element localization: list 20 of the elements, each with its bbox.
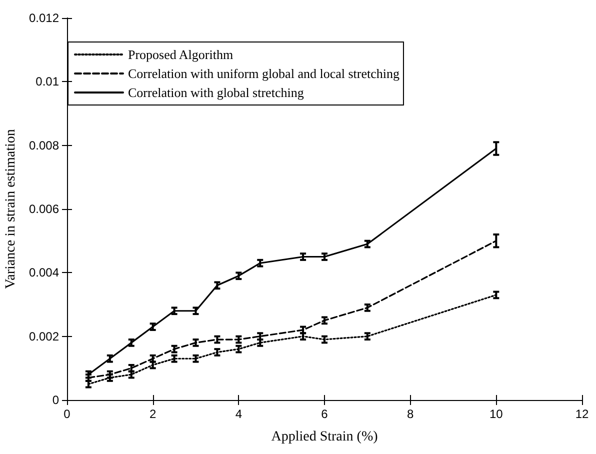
y-tick-label: 0.012 bbox=[28, 11, 60, 25]
x-axis-title: Applied Strain (%) bbox=[271, 430, 378, 444]
line-series bbox=[88, 294, 497, 385]
y-tick-label: 0 bbox=[52, 393, 60, 407]
y-tick-label: 0.008 bbox=[28, 138, 60, 152]
legend-label: Correlation with global stretching bbox=[128, 85, 304, 100]
y-tick-label: 0.006 bbox=[28, 202, 60, 216]
y-tick-label: 0.004 bbox=[28, 266, 60, 280]
legend-label: Proposed Algorithm bbox=[128, 47, 234, 62]
x-tick-label: 6 bbox=[321, 407, 328, 421]
y-tick-label: 0.002 bbox=[28, 329, 60, 344]
x-tick-label: 10 bbox=[489, 407, 504, 421]
x-tick-label: 8 bbox=[406, 407, 414, 421]
x-tick-label: 4 bbox=[235, 407, 242, 421]
x-tick-label: 2 bbox=[149, 407, 156, 421]
y-tick-label: 0.01 bbox=[36, 74, 60, 89]
legend-label: Correlation with uniform global and local stretching bbox=[128, 66, 400, 81]
x-tick-label: 0 bbox=[64, 407, 71, 421]
x-tick-label: 12 bbox=[575, 407, 589, 421]
y-axis-title: Variance in strain estimation bbox=[4, 129, 19, 289]
